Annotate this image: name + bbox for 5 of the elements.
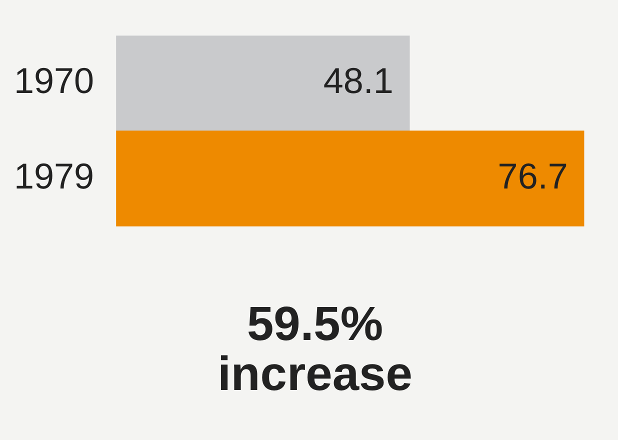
y-tick-label: 1979 xyxy=(14,156,94,197)
text: 59.5% increase xyxy=(216,298,414,401)
data-label: 76.7 xyxy=(498,156,568,197)
data-label: 48.1 xyxy=(323,60,394,102)
y-tick-label: 1970 xyxy=(14,60,94,102)
